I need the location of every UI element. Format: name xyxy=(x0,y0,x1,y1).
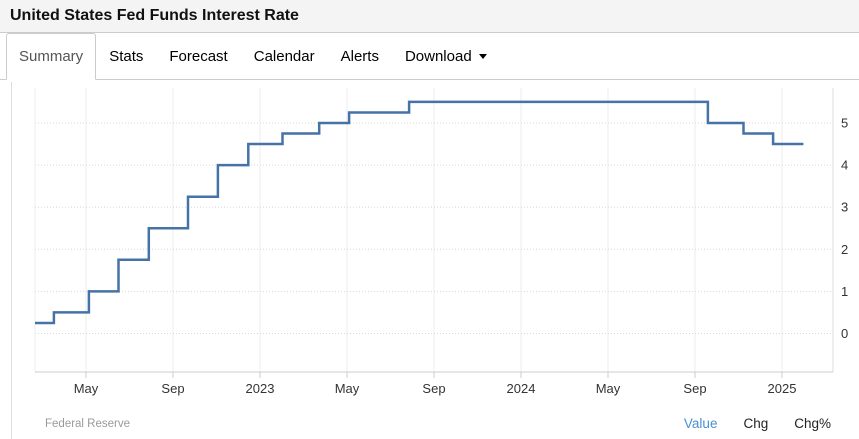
x-tick-label: Sep xyxy=(161,381,184,396)
y-tick-label: 1 xyxy=(841,284,848,299)
tab-stats[interactable]: Stats xyxy=(96,33,156,79)
tab-summary-label: Summary xyxy=(19,48,84,65)
x-tick-label: Sep xyxy=(683,381,706,396)
y-tick-label: 5 xyxy=(841,116,848,131)
tab-calendar-label: Calendar xyxy=(253,47,315,65)
y-tick-label: 3 xyxy=(841,200,848,215)
tab-download-label: Download xyxy=(404,47,472,65)
x-tick-label: May xyxy=(74,381,99,396)
tab-alerts[interactable]: Alerts xyxy=(328,33,392,79)
x-tick-label: 2023 xyxy=(246,381,275,396)
data-source-label: Federal Reserve xyxy=(45,417,131,430)
chart-card-border xyxy=(11,82,12,439)
caret-down-icon xyxy=(478,53,487,59)
page-title: United States Fed Funds Interest Rate xyxy=(0,0,859,33)
y-tick-label: 0 xyxy=(841,326,848,341)
x-tick-label: May xyxy=(335,381,360,396)
chg-pct-toggle-link[interactable]: Chg% xyxy=(794,416,831,431)
tab-forecast-label: Forecast xyxy=(169,47,228,65)
y-tick-label: 4 xyxy=(841,158,848,173)
fed-funds-rate-chart: May Sep 2023 May Sep 2024 May Sep 2025 0 1 2 3 4 5 xyxy=(34,88,848,396)
tab-bar: Summary Stats Forecast Calendar Alerts D… xyxy=(0,33,859,80)
rate-step-line xyxy=(35,100,804,325)
x-tick-label: Sep xyxy=(422,381,445,396)
tab-calendar[interactable]: Calendar xyxy=(241,33,328,79)
y-tick-label: 2 xyxy=(841,242,848,257)
tab-stats-label: Stats xyxy=(109,47,144,65)
x-tick-label: May xyxy=(596,381,621,396)
tab-forecast[interactable]: Forecast xyxy=(156,33,240,79)
x-tick-label: 2025 xyxy=(768,381,797,396)
tab-summary[interactable]: Summary xyxy=(6,33,97,80)
chart-footer: Federal Reserve Value Chg Chg% xyxy=(0,408,859,439)
chg-toggle-link[interactable]: Chg xyxy=(743,416,769,431)
tab-alerts-label: Alerts xyxy=(340,47,379,65)
value-toggle-link[interactable]: Value xyxy=(683,416,718,431)
tab-download[interactable]: Download xyxy=(392,33,500,79)
footer-links: Value Chg Chg% xyxy=(684,416,859,431)
x-tick-label: 2024 xyxy=(507,381,536,396)
